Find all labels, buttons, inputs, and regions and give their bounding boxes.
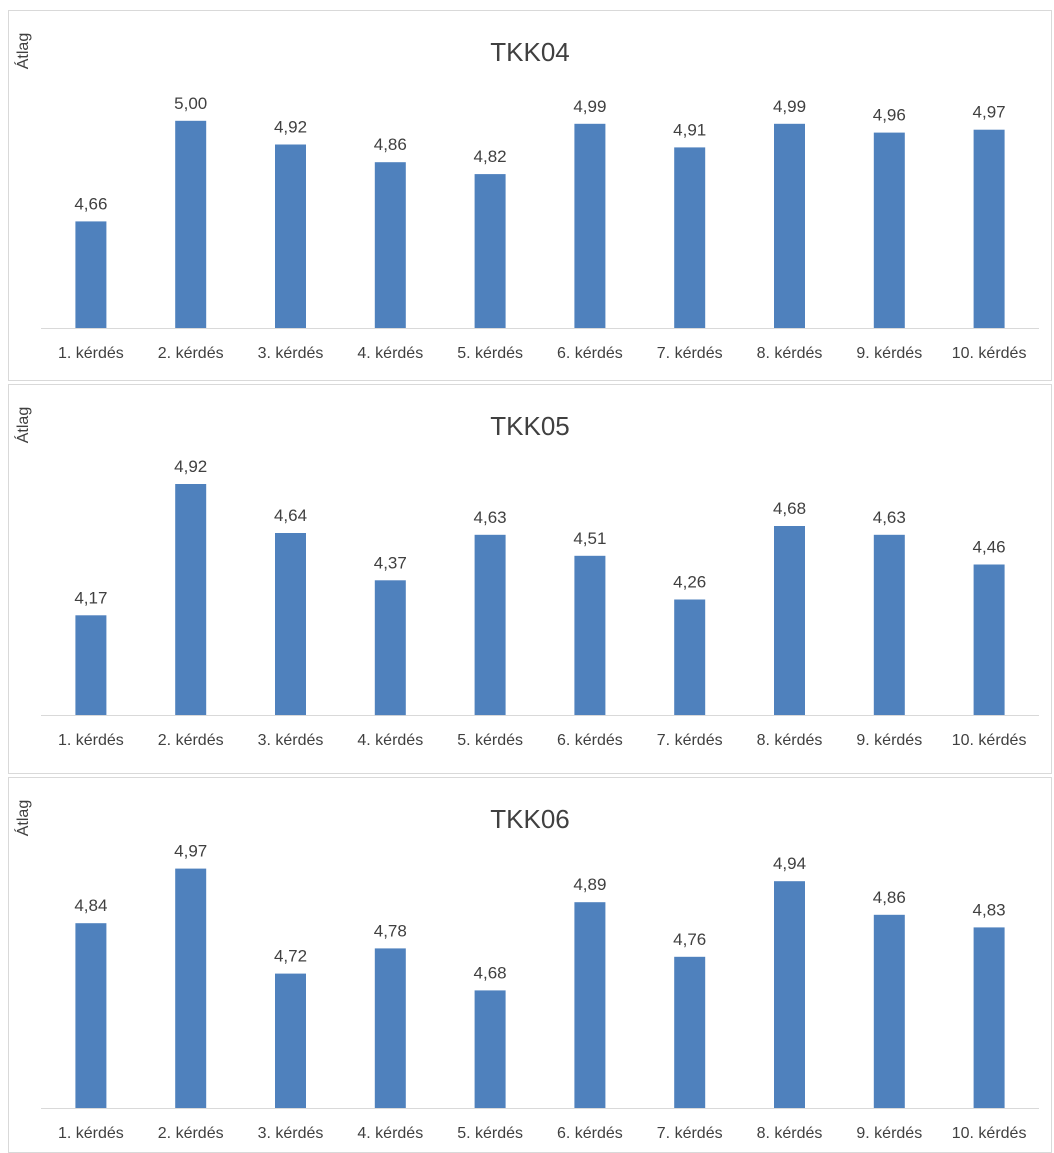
chart-plot-area: 4,84 1. kérdés 4,97 2. kérdés 4,72 3. kérdés 4… xyxy=(41,842,1039,1142)
data-label: 4,46 xyxy=(973,538,1006,557)
bar xyxy=(474,990,506,1108)
x-tick-label: 7. kérdés xyxy=(657,1125,723,1142)
x-tick-label: 8. kérdés xyxy=(757,732,823,749)
data-label: 4,68 xyxy=(474,963,507,982)
chart-title: TKK04 xyxy=(490,37,570,67)
data-label: 4,91 xyxy=(673,120,706,139)
data-label: 4,83 xyxy=(973,900,1006,919)
chart-plot-area: 4,17 1. kérdés 4,92 2. kérdés 4,64 3. kérdés 4… xyxy=(41,457,1039,749)
x-tick-label: 4. kérdés xyxy=(357,345,423,362)
data-label: 5,00 xyxy=(174,94,207,113)
data-label: 4,94 xyxy=(773,854,806,873)
data-label: 4,68 xyxy=(773,499,806,518)
x-tick-label: 8. kérdés xyxy=(757,1125,823,1142)
chart-panel-tkk04: Átlag TKK04 4,66 1. kérdés 5,00 2. kérdés 4,… xyxy=(8,10,1052,381)
x-tick-label: 6. kérdés xyxy=(557,1125,623,1142)
bar xyxy=(973,564,1005,715)
data-label: 4,72 xyxy=(274,947,307,966)
chart-panel-tkk06: Átlag TKK06 4,84 1. kérdés 4,97 2. kérdés 4,… xyxy=(8,777,1052,1153)
data-label: 4,17 xyxy=(74,588,107,607)
data-label: 4,64 xyxy=(274,506,307,525)
data-label: 4,99 xyxy=(573,97,606,116)
x-tick-label: 7. kérdés xyxy=(657,732,723,749)
bar xyxy=(873,914,905,1108)
x-tick-label: 5. kérdés xyxy=(457,345,523,362)
bar xyxy=(175,868,207,1108)
data-label: 4,99 xyxy=(773,97,806,116)
bar xyxy=(774,881,805,1108)
x-tick-label: 2. kérdés xyxy=(158,732,224,749)
data-label: 4,96 xyxy=(873,106,906,125)
chart-title: TKK05 xyxy=(490,411,570,441)
bar xyxy=(374,948,406,1108)
x-tick-label: 5. kérdés xyxy=(457,1125,523,1142)
data-label: 4,26 xyxy=(673,573,706,592)
bar xyxy=(175,120,207,328)
x-tick-label: 9. kérdés xyxy=(856,732,922,749)
chart-plot-area: 4,66 1. kérdés 5,00 2. kérdés 4,92 3. kérdés 4… xyxy=(41,94,1039,362)
bar xyxy=(873,132,905,328)
data-label: 4,89 xyxy=(573,875,606,894)
data-label: 4,51 xyxy=(573,529,606,548)
bar xyxy=(973,927,1005,1108)
bar xyxy=(275,533,306,715)
chart-title: TKK06 xyxy=(490,804,570,834)
bar xyxy=(175,484,207,715)
x-tick-label: 1. kérdés xyxy=(58,732,124,749)
bar xyxy=(674,599,706,715)
data-label: 4,86 xyxy=(873,888,906,907)
bar xyxy=(75,615,107,715)
bar xyxy=(674,147,706,328)
bar xyxy=(574,902,606,1108)
x-tick-label: 4. kérdés xyxy=(357,1125,423,1142)
data-label: 4,82 xyxy=(474,147,507,166)
x-tick-label: 1. kérdés xyxy=(58,1125,124,1142)
data-label: 4,84 xyxy=(74,896,107,915)
data-label: 4,86 xyxy=(374,135,407,154)
x-tick-label: 4. kérdés xyxy=(357,732,423,749)
bar xyxy=(374,162,406,328)
data-label: 4,37 xyxy=(374,553,407,572)
bar xyxy=(774,526,805,715)
bar xyxy=(774,123,805,328)
bar xyxy=(574,555,606,715)
bar xyxy=(574,123,606,328)
data-label: 4,63 xyxy=(474,508,507,527)
x-tick-label: 5. kérdés xyxy=(457,732,523,749)
x-tick-label: 8. kérdés xyxy=(757,345,823,362)
data-label: 4,66 xyxy=(74,194,107,213)
x-tick-label: 10. kérdés xyxy=(952,732,1027,749)
chart-panel-tkk05: Átlag TKK05 4,17 1. kérdés 4,92 2. kérdés 4,… xyxy=(8,384,1052,774)
x-tick-label: 6. kérdés xyxy=(557,345,623,362)
x-tick-label: 3. kérdés xyxy=(258,345,324,362)
x-tick-label: 1. kérdés xyxy=(58,345,124,362)
bar xyxy=(474,534,506,715)
bar xyxy=(873,534,905,715)
x-tick-label: 9. kérdés xyxy=(856,345,922,362)
data-label: 4,97 xyxy=(973,103,1006,122)
x-tick-label: 2. kérdés xyxy=(158,345,224,362)
data-label: 4,92 xyxy=(174,457,207,476)
x-tick-label: 10. kérdés xyxy=(952,1125,1027,1142)
bar xyxy=(275,973,306,1108)
x-tick-label: 7. kérdés xyxy=(657,345,723,362)
x-tick-label: 10. kérdés xyxy=(952,345,1027,362)
x-tick-label: 3. kérdés xyxy=(258,732,324,749)
bar xyxy=(374,580,406,716)
data-label: 4,97 xyxy=(174,842,207,861)
x-tick-label: 9. kérdés xyxy=(856,1125,922,1142)
bar xyxy=(973,129,1005,328)
bar xyxy=(275,144,306,328)
bar xyxy=(75,923,107,1108)
bar xyxy=(474,174,506,328)
data-label: 4,76 xyxy=(673,930,706,949)
x-tick-label: 3. kérdés xyxy=(258,1125,324,1142)
data-label: 4,63 xyxy=(873,508,906,527)
x-tick-label: 2. kérdés xyxy=(158,1125,224,1142)
data-label: 4,92 xyxy=(274,118,307,137)
data-label: 4,78 xyxy=(374,921,407,940)
bar xyxy=(75,221,107,328)
bar xyxy=(674,956,706,1108)
x-tick-label: 6. kérdés xyxy=(557,732,623,749)
